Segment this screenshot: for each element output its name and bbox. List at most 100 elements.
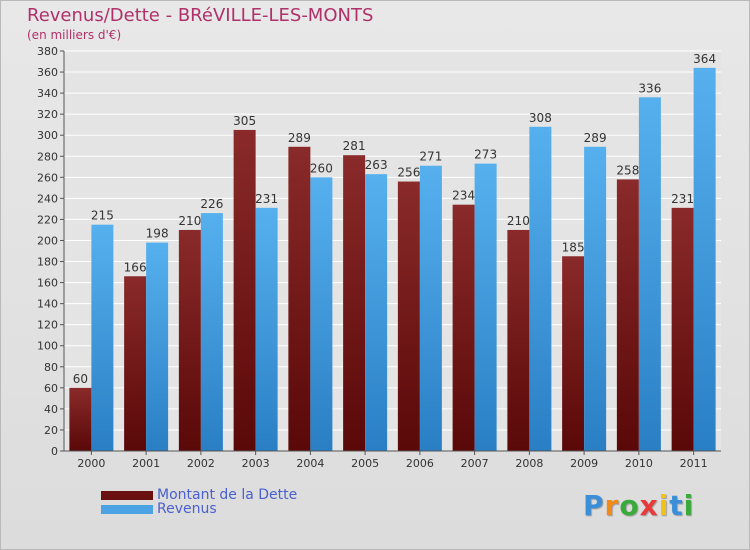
bar-dette — [507, 229, 530, 451]
y-tick-label: 260 — [37, 171, 58, 184]
bars: 60 215 166 198 210 226 305 231 289 260 281 263 256 27… — [69, 52, 716, 452]
y-tick-label: 60 — [44, 382, 58, 395]
bar-dette — [178, 229, 201, 451]
plot-area — [64, 51, 721, 451]
bar-revenus — [638, 97, 661, 451]
bar-revenus — [255, 207, 278, 451]
bar-revenus — [419, 165, 442, 451]
proxiti-logo: Proxiti — [583, 489, 694, 522]
logo-letter: P — [583, 489, 605, 522]
value-label-dette: 256 — [397, 166, 420, 180]
x-tick-label: 2008 — [515, 457, 543, 470]
logo-letter: i — [658, 489, 670, 522]
value-label-revenus: 198 — [146, 227, 169, 241]
legend-swatch-dette — [101, 490, 153, 500]
x-tick-label: 2010 — [625, 457, 653, 470]
logo-letter: r — [604, 489, 620, 522]
bar-dette — [343, 155, 366, 452]
bar-dette — [69, 387, 92, 451]
bar-revenus — [474, 163, 497, 451]
y-tick-label: 80 — [44, 361, 58, 374]
bar-revenus — [693, 67, 716, 451]
bar-dette — [452, 204, 475, 451]
value-label-revenus: 336 — [638, 81, 661, 95]
bar-dette — [397, 181, 420, 452]
x-tick-label: 2011 — [680, 457, 708, 470]
value-label-revenus: 226 — [200, 197, 223, 211]
y-tick-label: 40 — [44, 403, 58, 416]
bar-dette — [671, 207, 694, 451]
x-tick-label: 2003 — [242, 457, 270, 470]
value-label-dette: 210 — [507, 214, 530, 228]
legend-item-dette: Montant de la Dette — [101, 487, 297, 503]
value-label-revenus: 289 — [584, 131, 607, 145]
y-tick-label: 20 — [44, 424, 58, 437]
y-tick-label: 380 — [37, 45, 58, 58]
y-tick-label: 200 — [37, 234, 58, 247]
legend-item-revenus: Revenus — [101, 501, 217, 517]
value-label-revenus: 263 — [365, 158, 388, 172]
y-tick-label: 140 — [37, 298, 58, 311]
bar-revenus — [529, 126, 552, 451]
y-tick-label: 120 — [37, 319, 58, 332]
value-label-dette: 305 — [233, 114, 256, 128]
chart-subtitle: (en milliers d'€) — [27, 28, 122, 42]
value-label-revenus: 260 — [310, 161, 333, 175]
y-tick-label: 340 — [37, 87, 58, 100]
bar-revenus — [584, 146, 607, 451]
axes: 0 20 40 60 80 100 120 140 160 180 200 220 240 260 280 3… — [37, 45, 721, 470]
x-tick-label: 2005 — [351, 457, 379, 470]
x-tick-label: 2004 — [296, 457, 324, 470]
logo-letter: o — [619, 489, 640, 522]
y-tick-label: 0 — [51, 445, 58, 458]
y-tick-label: 100 — [37, 340, 58, 353]
x-tick-label: 2006 — [406, 457, 434, 470]
legend-label-dette: Montant de la Dette — [157, 487, 298, 503]
y-tick-label: 280 — [37, 150, 58, 163]
value-label-dette: 185 — [562, 240, 585, 254]
x-tick-label: 2001 — [132, 457, 160, 470]
bar-revenus — [91, 224, 114, 451]
y-tick-label: 240 — [37, 192, 58, 205]
value-label-revenus: 364 — [693, 52, 716, 66]
y-tick-label: 360 — [37, 66, 58, 79]
y-tick-label: 220 — [37, 213, 58, 226]
value-label-revenus: 215 — [91, 209, 114, 223]
logo-letter: i — [683, 489, 695, 522]
value-label-dette: 210 — [178, 214, 201, 228]
value-label-dette: 231 — [671, 192, 694, 206]
value-label-revenus: 231 — [255, 192, 278, 206]
value-label-dette: 166 — [124, 260, 147, 274]
logo-letter: t — [669, 489, 684, 522]
bar-dette — [288, 146, 311, 451]
bar-revenus — [146, 242, 169, 451]
bar-revenus — [200, 213, 223, 451]
y-tick-label: 320 — [37, 108, 58, 121]
chart-title: Revenus/Dette - BRéVILLE-LES-MONTS — [27, 5, 374, 26]
y-tick-label: 180 — [37, 256, 58, 269]
value-label-revenus: 271 — [419, 150, 442, 164]
x-tick-label: 2000 — [77, 457, 105, 470]
y-tick-label: 160 — [37, 277, 58, 290]
value-label-dette: 258 — [616, 163, 639, 177]
logo-letter: x — [639, 489, 659, 522]
bar-dette — [124, 276, 147, 451]
value-label-dette: 234 — [452, 189, 475, 203]
value-label-dette: 60 — [73, 372, 88, 386]
bar-dette — [233, 129, 256, 451]
x-tick-label: 2009 — [570, 457, 598, 470]
legend-swatch-revenus — [101, 504, 153, 514]
bar-dette — [616, 179, 639, 451]
value-label-dette: 289 — [288, 131, 311, 145]
value-label-dette: 281 — [343, 139, 366, 153]
bar-revenus — [310, 177, 333, 451]
bar-revenus — [365, 174, 388, 451]
bar-dette — [562, 256, 585, 451]
value-label-revenus: 273 — [474, 148, 497, 162]
legend-label-revenus: Revenus — [157, 501, 217, 517]
value-label-revenus: 308 — [529, 111, 552, 125]
y-tick-label: 300 — [37, 129, 58, 142]
x-tick-label: 2007 — [461, 457, 489, 470]
